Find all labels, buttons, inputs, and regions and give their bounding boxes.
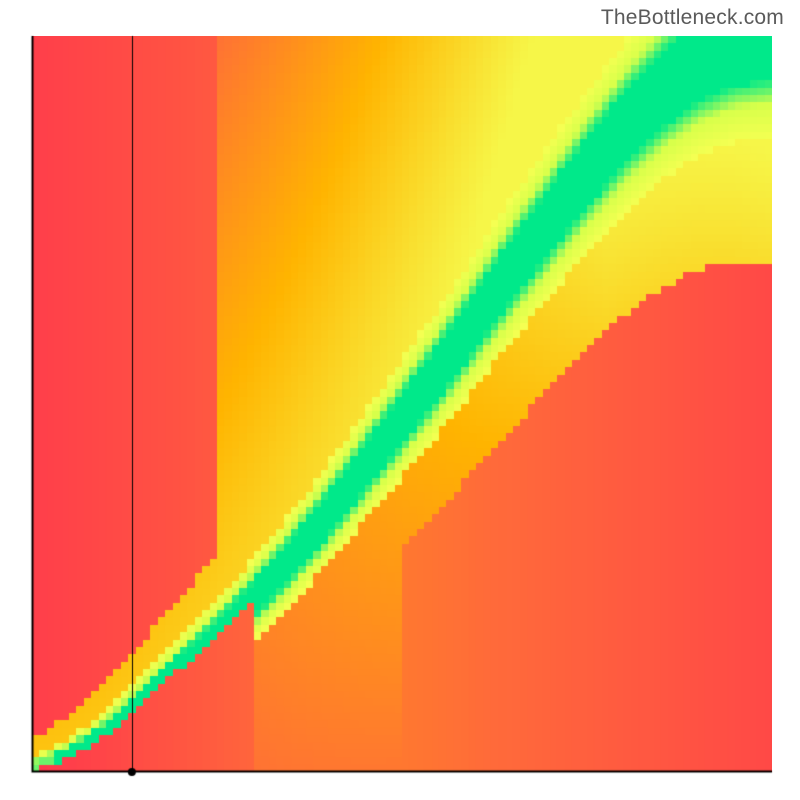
chart-container: TheBottleneck.com <box>0 0 800 800</box>
heatmap-canvas <box>32 36 772 772</box>
watermark-text: TheBottleneck.com <box>601 6 784 30</box>
